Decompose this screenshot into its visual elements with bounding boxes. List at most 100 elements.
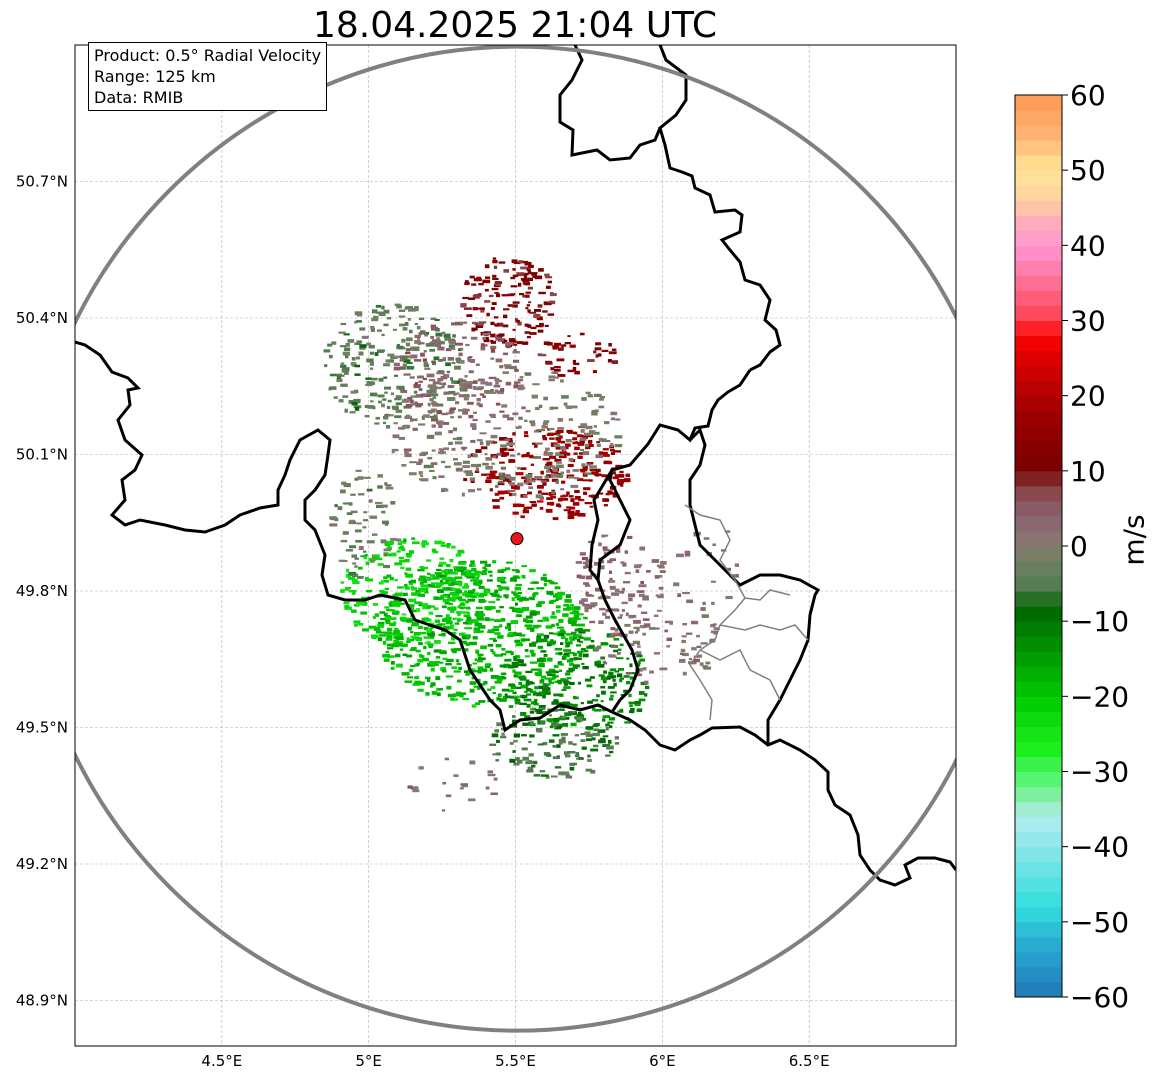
radar-echo-pixel (530, 708, 535, 711)
radar-echo-pixel (346, 568, 350, 573)
radar-echo-pixel (572, 743, 577, 746)
radar-echo-pixel (583, 637, 591, 641)
radar-echo-pixel (713, 623, 717, 626)
radar-echo-pixel (553, 632, 558, 635)
radar-echo-pixel (368, 625, 377, 629)
radar-echo-pixel (492, 560, 497, 564)
lat-tick-label: 49.5°N (16, 719, 68, 737)
radar-echo-pixel (448, 347, 456, 350)
radar-echo-pixel (416, 608, 421, 612)
radar-echo-pixel (559, 693, 564, 697)
radar-echo-pixel (489, 391, 497, 394)
radar-echo-pixel (603, 504, 608, 507)
radar-echo-pixel (492, 257, 497, 260)
radar-echo-pixel (598, 739, 606, 743)
radar-echo-pixel (526, 304, 530, 307)
radar-echo-pixel (535, 612, 540, 615)
radar-echo-pixel (516, 341, 523, 345)
radar-echo-pixel (459, 787, 464, 790)
radar-echo-pixel (452, 334, 456, 338)
radar-echo-pixel (493, 265, 498, 269)
colorbar-tick-label: 30 (1070, 305, 1106, 338)
radar-echo-pixel (441, 487, 447, 490)
radar-echo-pixel (503, 308, 510, 311)
radar-echo-pixel (543, 634, 550, 639)
radar-echo-pixel (513, 733, 520, 738)
radar-echo-pixel (605, 754, 611, 757)
radar-echo-pixel (437, 370, 445, 374)
radar-echo-pixel (546, 474, 554, 478)
radar-echo-pixel (512, 274, 519, 278)
radar-echo-pixel (472, 418, 478, 422)
radar-echo-pixel (405, 573, 413, 578)
radar-echo-pixel (437, 589, 445, 593)
radar-echo-pixel (527, 766, 534, 771)
radar-echo-pixel (619, 708, 624, 712)
radar-echo-pixel (703, 537, 710, 540)
radar-echo-pixel (393, 422, 398, 425)
radar-echo-pixel (564, 599, 572, 603)
radar-echo-pixel (577, 639, 581, 643)
radar-echo-pixel (636, 590, 645, 593)
radar-echo-pixel (349, 411, 356, 414)
radar-echo-pixel (411, 592, 419, 596)
radar-echo-pixel (536, 639, 544, 643)
radar-echo-pixel (550, 639, 554, 642)
radar-echo-pixel (395, 409, 403, 413)
radar-echo-pixel (576, 719, 582, 723)
radar-echo-pixel (508, 492, 513, 497)
radar-echo-pixel (565, 594, 572, 599)
radar-echo-pixel (519, 293, 524, 296)
radar-echo-pixel (684, 553, 691, 557)
radar-echo-pixel (567, 335, 571, 338)
radar-echo-pixel (496, 677, 503, 681)
radar-echo-pixel (474, 613, 478, 617)
radar-echo-pixel (560, 471, 564, 475)
radar-echo-pixel (462, 465, 471, 468)
radar-echo-pixel (543, 653, 548, 657)
radar-echo-pixel (423, 576, 428, 579)
radar-echo-pixel (527, 277, 533, 281)
colorbar-band (1015, 576, 1062, 592)
radar-echo-pixel (542, 694, 546, 699)
radar-echo-pixel (370, 400, 374, 403)
radar-echo-pixel (552, 517, 559, 521)
radar-echo-pixel (524, 655, 530, 658)
radar-echo-pixel (380, 539, 387, 544)
radar-echo-pixel (600, 560, 604, 564)
colorbar-tick-label: −60 (1070, 981, 1129, 1014)
radar-echo-pixel (404, 415, 413, 419)
radar-echo-pixel (486, 312, 490, 317)
radar-echo-pixel (530, 463, 534, 466)
radar-echo-pixel (433, 607, 439, 611)
radar-echo-pixel (505, 474, 511, 478)
radar-echo-pixel (469, 477, 476, 481)
radar-echo-pixel (553, 719, 560, 723)
radar-echo-pixel (596, 492, 604, 495)
radar-echo-pixel (682, 652, 689, 657)
colorbar-tick-label: −20 (1070, 680, 1129, 713)
radar-echo-pixel (441, 541, 446, 545)
radar-echo-pixel (379, 611, 386, 614)
radar-echo-pixel (676, 553, 684, 558)
radar-echo-pixel (624, 550, 628, 554)
radar-echo-pixel (361, 601, 368, 606)
radar-echo-pixel (354, 373, 361, 376)
radar-echo-pixel (468, 297, 476, 300)
radar-echo-pixel (542, 482, 547, 486)
radar-echo-pixel (603, 662, 608, 665)
radar-echo-pixel (603, 670, 607, 674)
radar-echo-pixel (538, 705, 546, 709)
radar-echo-pixel (529, 311, 537, 314)
radar-echo-pixel (403, 424, 409, 429)
lat-tick-label: 50.1°N (16, 446, 68, 464)
radar-echo-pixel (450, 572, 458, 575)
radar-echo-pixel (333, 396, 338, 399)
radar-echo-pixel (480, 560, 488, 564)
radar-echo-pixel (453, 392, 460, 395)
radar-echo-pixel (404, 453, 412, 458)
radar-echo-pixel (605, 727, 609, 731)
radar-echo-pixel (455, 342, 463, 346)
radar-echo-pixel (455, 553, 462, 557)
colorbar-band (1015, 546, 1062, 562)
